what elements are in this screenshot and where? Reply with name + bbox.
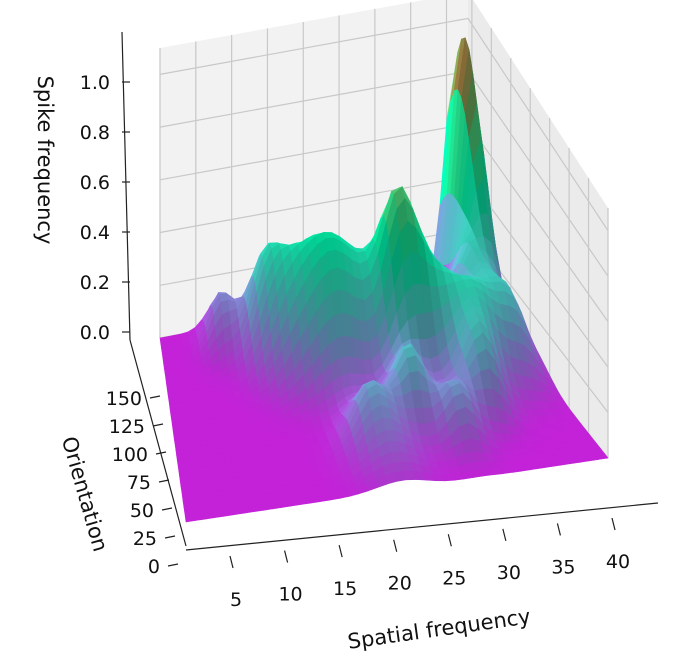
y-tick bbox=[158, 479, 170, 483]
surface-patch bbox=[232, 507, 244, 516]
x-tick bbox=[393, 539, 398, 552]
z-tick-label: 0.0 bbox=[80, 322, 110, 344]
grid-line-z bbox=[159, 17, 609, 232]
x-tick-label: 15 bbox=[333, 578, 357, 600]
y-tick bbox=[152, 423, 164, 427]
x-tick-label: 30 bbox=[497, 562, 521, 584]
surface-patch bbox=[213, 510, 225, 518]
y-tick bbox=[167, 563, 179, 567]
x-tick-label: 20 bbox=[388, 573, 412, 595]
axis-lines bbox=[121, 31, 659, 551]
y-tick-label: 150 bbox=[106, 388, 142, 410]
y-tick bbox=[161, 507, 173, 511]
surface-patch bbox=[289, 499, 302, 507]
y-tick bbox=[155, 451, 167, 455]
y-axis-label: Orientation bbox=[57, 434, 113, 555]
x-tick bbox=[447, 534, 452, 547]
x-tick bbox=[502, 528, 507, 542]
side-pane bbox=[468, 0, 608, 458]
x-tick bbox=[611, 517, 616, 531]
surface-patch bbox=[270, 502, 283, 510]
z-tick-label: 0.6 bbox=[80, 172, 110, 194]
z-tick-label: 0.4 bbox=[80, 222, 110, 244]
surface-patch bbox=[223, 509, 235, 517]
surface-patch bbox=[184, 515, 196, 523]
x-axis-line bbox=[185, 502, 659, 551]
x-tick bbox=[556, 523, 562, 536]
x-tick bbox=[338, 544, 343, 558]
x-tick-label: 10 bbox=[278, 584, 302, 606]
x-tick-label: 25 bbox=[442, 567, 466, 589]
y-tick-label: 125 bbox=[109, 416, 145, 438]
y-axis-line bbox=[129, 339, 187, 547]
z-tick-label: 0.8 bbox=[80, 122, 110, 144]
y-tick-label: 50 bbox=[130, 500, 154, 522]
y-tick-label: 75 bbox=[127, 472, 151, 494]
x-tick-label: 35 bbox=[551, 556, 575, 578]
z-axis-line bbox=[121, 31, 131, 341]
surface-patch bbox=[280, 500, 292, 508]
surface-patch bbox=[261, 503, 273, 511]
z-axis-label: Spike frequency bbox=[33, 76, 57, 245]
surface-patch bbox=[251, 504, 264, 513]
y-tick-label: 25 bbox=[133, 528, 157, 550]
tick-labels: 0.0 0.2 0.4 0.6 0.8 1.0 0 25 50 75 100 125 150 5 10 15 2… bbox=[80, 72, 630, 611]
surface-patch bbox=[194, 513, 206, 521]
z-tick-label: 0.2 bbox=[80, 272, 110, 294]
x-tick bbox=[283, 550, 289, 563]
y-tick bbox=[164, 535, 176, 539]
y-tick-label: 100 bbox=[112, 444, 148, 466]
surface-patch bbox=[594, 452, 609, 460]
x-tick bbox=[229, 555, 234, 569]
surface-patch bbox=[242, 506, 254, 514]
x-tick-label: 5 bbox=[230, 589, 242, 611]
y-tick bbox=[149, 395, 161, 399]
z-tick-label: 1.0 bbox=[80, 72, 110, 94]
x-tick-label: 40 bbox=[606, 551, 630, 573]
x-axis-label: Spatial frequency bbox=[346, 604, 532, 653]
surface-patch bbox=[203, 512, 216, 520]
surface-mesh bbox=[159, 37, 609, 523]
y-tick-label: 0 bbox=[148, 556, 160, 578]
